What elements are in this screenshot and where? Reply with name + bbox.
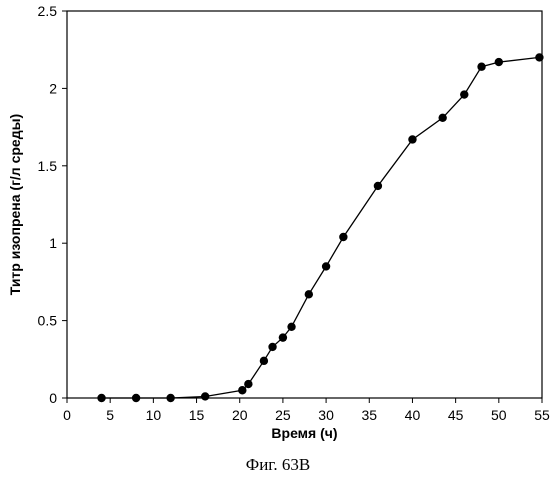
data-point [244,380,252,388]
x-tick-label: 45 [448,407,464,423]
axes [67,11,542,398]
data-point [305,290,313,298]
data-point [374,182,382,190]
x-tick-label: 50 [491,407,507,423]
y-tick-label: 2.5 [38,3,58,19]
x-tick-label: 30 [318,407,334,423]
data-point [495,58,503,66]
data-point [339,233,347,241]
x-tick-label: 5 [106,407,114,423]
x-tick-label: 0 [63,407,71,423]
data-point [201,392,209,400]
y-tick-label: 2 [49,80,57,96]
data-point [322,262,330,270]
plot-frame [67,11,542,398]
data-point [438,114,446,122]
x-tick-label: 25 [275,407,291,423]
y-tick-label: 0.5 [38,313,58,329]
y-tick-label: 0 [49,390,57,406]
y-tick-label: 1 [49,235,57,251]
series-line [102,57,540,398]
data-point [238,386,246,394]
data-point [268,343,276,351]
figure-caption: Фиг. 63B [246,455,310,474]
y-axis-label: Титр изопрена (г/л среды) [7,114,23,295]
data-series [97,53,543,402]
y-tick-label: 1.5 [38,158,58,174]
x-tick-label: 15 [189,407,205,423]
data-point [408,135,416,143]
data-point [460,90,468,98]
x-tick-label: 55 [534,407,550,423]
x-tick-label: 20 [232,407,248,423]
x-tick-label: 35 [361,407,377,423]
data-point [97,394,105,402]
x-tick-label: 10 [146,407,162,423]
x-tick-label: 40 [405,407,421,423]
x-axis-label: Время (ч) [271,425,337,441]
data-point [260,357,268,365]
data-point [477,63,485,71]
data-point [287,323,295,331]
data-point [132,394,140,402]
y-axis-ticks: 0 0.5 1 1.5 2 2.5 [38,3,67,406]
data-point [166,394,174,402]
data-point [279,333,287,341]
data-point [535,53,543,61]
